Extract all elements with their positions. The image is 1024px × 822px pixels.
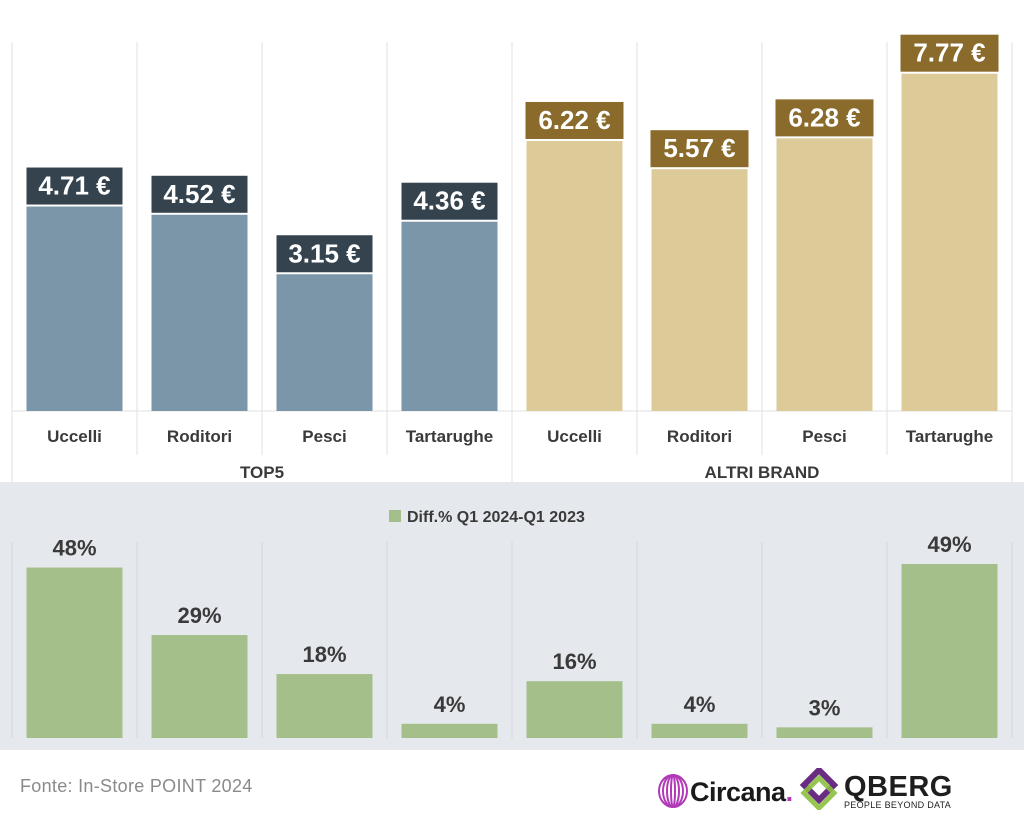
diff-bar: [901, 564, 998, 738]
price-label-box: [900, 34, 999, 72]
price-label-box: [525, 101, 624, 139]
circana-logo: Circana.: [656, 770, 793, 812]
price-bar: [526, 140, 623, 411]
diff-bar: [651, 723, 748, 738]
diff-data-label: 16%: [552, 649, 596, 674]
legend-label: Diff.% Q1 2024-Q1 2023: [407, 509, 585, 526]
price-label-box: [401, 182, 498, 220]
category-tick-label: Tartarughe: [906, 427, 994, 446]
category-tick-label: Roditori: [167, 427, 232, 446]
diff-data-label: 3%: [809, 695, 841, 720]
diff-bar: [26, 567, 123, 738]
price-data-label: 7.77 €: [913, 38, 985, 68]
circana-mark-icon: [658, 774, 688, 808]
price-bar: [651, 169, 748, 411]
legend-swatch: [389, 510, 401, 522]
price-data-label: 4.52 €: [163, 179, 235, 209]
diff-data-label: 29%: [177, 603, 221, 628]
diff-bar: [526, 681, 623, 738]
price-label-box: [775, 99, 874, 137]
price-label-box: [151, 175, 248, 213]
price-bar-chart: 4.71 € Uccelli 4.52 € Roditori 3.15 € Pesci 4.…: [11, 34, 1013, 482]
category-tick-label: Uccelli: [47, 427, 102, 446]
category-tick-label: Uccelli: [547, 427, 602, 446]
price-data-label: 4.36 €: [413, 186, 485, 216]
diff-data-label: 49%: [927, 532, 971, 557]
diff-bar: [276, 674, 373, 738]
diff-bar: [401, 723, 498, 738]
price-bar: [901, 73, 998, 412]
category-tick-label: Roditori: [667, 427, 732, 446]
diff-data-label: 4%: [434, 692, 466, 717]
category-tick-label: Tartarughe: [406, 427, 494, 446]
price-bar: [401, 221, 498, 411]
price-data-label: 6.28 €: [788, 102, 860, 132]
diff-data-label: 4%: [684, 692, 716, 717]
price-data-label: 6.22 €: [538, 105, 610, 135]
price-bar: [276, 274, 373, 411]
price-bar: [26, 206, 123, 411]
diff-bar: [776, 727, 873, 738]
price-bar: [151, 214, 248, 411]
price-label-box: [26, 167, 123, 205]
price-data-label: 3.15 €: [288, 238, 360, 268]
qberg-mark-icon: [799, 768, 839, 810]
price-data-label: 4.71 €: [38, 171, 110, 201]
source-note: Fonte: In-Store POINT 2024: [20, 776, 253, 796]
price-data-label: 5.57 €: [663, 133, 735, 163]
price-label-box: [650, 130, 749, 168]
diff-bar: [151, 635, 248, 738]
price-bar: [776, 138, 873, 411]
diff-bar-chart: Diff.% Q1 2024-Q1 2023 48% 29% 18% 4% 16% 4% 3%…: [0, 482, 1024, 750]
category-tick-label: Pesci: [302, 427, 346, 446]
group-label: ALTRI BRAND: [705, 463, 820, 482]
price-label-box: [276, 235, 373, 273]
category-tick-label: Pesci: [802, 427, 846, 446]
group-label: TOP5: [240, 463, 284, 482]
diff-data-label: 48%: [52, 536, 96, 561]
diff-data-label: 18%: [302, 642, 346, 667]
qberg-logo: QBERG PEOPLE BEYOND DATA: [798, 768, 952, 812]
